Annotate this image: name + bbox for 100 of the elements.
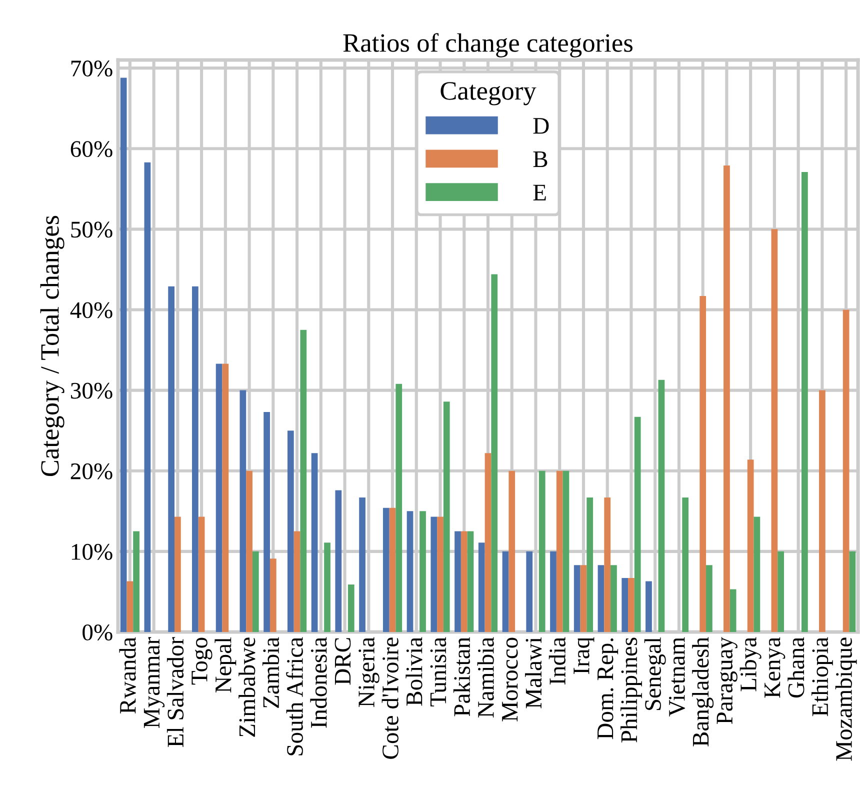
x-tick-label: Senegal xyxy=(644,637,666,710)
x-tick-label: Iraq xyxy=(574,637,594,674)
bar xyxy=(682,497,689,632)
x-tick-label: Pakistan xyxy=(453,637,470,716)
bar xyxy=(842,310,850,632)
x-tick-label: Cote d'Ivoire xyxy=(382,638,398,759)
bar xyxy=(174,516,181,632)
bar xyxy=(556,470,563,632)
x-tick-label: Zimbabwe xyxy=(238,638,256,737)
bar xyxy=(382,508,390,632)
y-tick-label: 30% xyxy=(70,382,112,399)
bar xyxy=(508,470,516,632)
bar xyxy=(359,497,366,632)
x-tick-label: Bolivia xyxy=(406,637,422,706)
bar xyxy=(396,384,402,632)
bar xyxy=(562,470,570,632)
bar xyxy=(144,162,151,632)
bar xyxy=(460,531,468,632)
bar xyxy=(771,229,778,632)
bar xyxy=(747,460,754,632)
bar xyxy=(724,166,730,632)
bar xyxy=(502,551,509,632)
x-tick-label: Libya xyxy=(740,637,762,692)
x-tick-label: Bangladesh xyxy=(692,637,714,746)
bar xyxy=(849,551,856,632)
x-tick-label: Indonesia xyxy=(310,637,327,728)
bar xyxy=(300,330,307,632)
bar xyxy=(133,531,140,632)
x-tick-label: South Africa xyxy=(286,637,303,756)
x-tick-label: India xyxy=(548,637,566,685)
x-tick-label: Dom. Rep. xyxy=(598,638,618,740)
legend-label: E xyxy=(533,184,546,200)
bar xyxy=(294,531,300,632)
bar xyxy=(604,497,611,632)
legend-label: D xyxy=(533,118,549,134)
y-axis-title: Category / Total changes xyxy=(40,216,64,476)
bar xyxy=(580,565,587,632)
y-tick-label: 10% xyxy=(72,544,112,560)
bar xyxy=(198,516,205,632)
y-tick-label: 70% xyxy=(71,60,112,77)
x-tick-label: Ghana xyxy=(788,637,804,698)
bar xyxy=(634,416,641,632)
bar xyxy=(754,516,760,632)
bar xyxy=(126,581,134,632)
x-tick-label: Togo xyxy=(192,638,212,685)
bar xyxy=(730,589,736,632)
bar xyxy=(478,542,485,632)
legend-label: B xyxy=(533,151,548,168)
bar xyxy=(252,551,259,632)
bar xyxy=(437,516,444,632)
x-tick-label: El Salvador xyxy=(166,637,184,747)
bar xyxy=(287,430,294,632)
legend-title: Category xyxy=(440,82,536,106)
bar xyxy=(222,364,229,632)
bar xyxy=(270,558,276,632)
bar xyxy=(586,497,594,632)
bar xyxy=(168,286,174,632)
bar xyxy=(706,565,712,632)
x-tick-label: Kenya xyxy=(764,637,786,698)
bar xyxy=(700,296,706,632)
bar xyxy=(348,584,354,632)
y-tick-label: 50% xyxy=(71,222,112,238)
x-tick-label: Morocco xyxy=(502,638,518,722)
x-tick-label: Malawi xyxy=(525,637,542,708)
bar xyxy=(420,511,426,632)
bar xyxy=(646,581,652,632)
bar xyxy=(778,551,784,632)
bar xyxy=(538,470,546,632)
bar xyxy=(240,390,246,632)
bar xyxy=(628,578,634,632)
y-tick-label: 0% xyxy=(82,624,112,640)
bar xyxy=(802,172,808,632)
bar xyxy=(443,402,450,632)
bar xyxy=(335,490,342,632)
x-tick-label: Namibia xyxy=(477,637,494,718)
bar xyxy=(454,531,461,632)
x-tick-label: Nigeria xyxy=(358,637,380,707)
bar xyxy=(484,453,492,632)
bar xyxy=(622,578,628,632)
y-tick-label: 40% xyxy=(70,302,112,318)
y-tick-label: 60% xyxy=(70,141,112,158)
bar xyxy=(610,565,617,632)
x-tick-label: Rwanda xyxy=(119,637,136,714)
x-tick-label: Vietnam xyxy=(669,637,686,716)
bar xyxy=(819,390,826,632)
bar xyxy=(550,551,556,632)
y-tick-label: 20% xyxy=(70,463,112,480)
bar xyxy=(526,551,533,632)
x-tick-label: Paraguay xyxy=(716,636,738,724)
bar xyxy=(324,542,330,632)
x-tick-label: DRC xyxy=(334,638,351,685)
bar xyxy=(430,516,438,632)
chart-title: Ratios of change categories xyxy=(343,33,632,58)
bar xyxy=(467,531,474,632)
x-tick-label: Myanmar xyxy=(144,637,165,728)
bar xyxy=(406,511,414,632)
bar xyxy=(120,78,127,632)
bar xyxy=(216,364,222,632)
bar xyxy=(264,412,270,632)
x-tick-label: Ethiopia xyxy=(811,637,833,716)
